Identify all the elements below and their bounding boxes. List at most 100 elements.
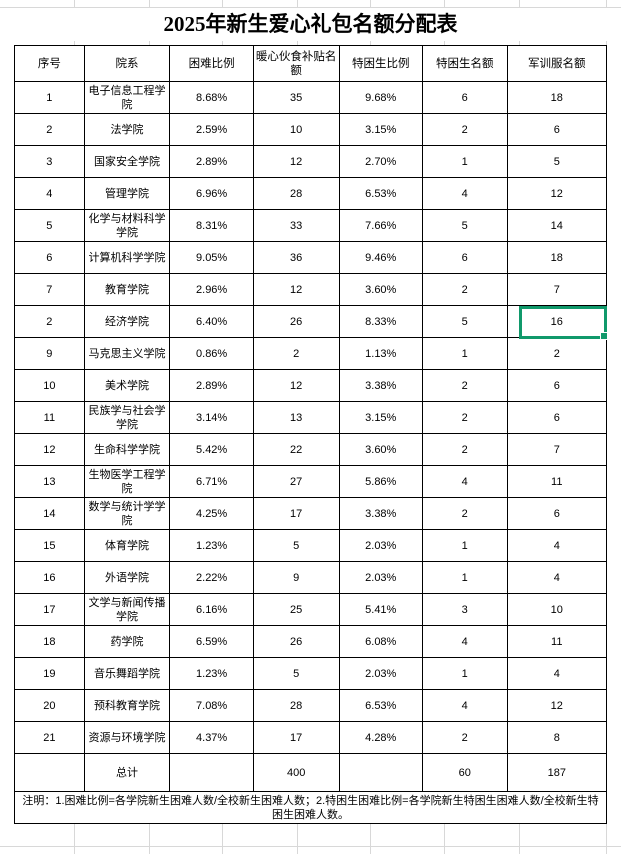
table-row[interactable]: 4 管理学院 6.96% 28 6.53% 4 12 — [14, 177, 608, 210]
table-row[interactable]: 10 美术学院 2.89% 12 3.38% 2 6 — [14, 369, 608, 402]
total-cell-uniform-quota[interactable]: 187 — [506, 753, 608, 792]
cell-department[interactable]: 经济学院 — [83, 305, 171, 338]
cell-hardship-ratio[interactable]: 4.25% — [169, 497, 254, 530]
cell-hardship-ratio[interactable]: 9.05% — [169, 241, 254, 274]
table-footnote[interactable]: 注明：1.困难比例=各学院新生困难人数/全校新生困难人数；2.特困生困难比例=各… — [14, 791, 607, 824]
table-row[interactable]: 15 体育学院 1.23% 5 2.03% 1 4 — [14, 529, 608, 562]
cell-special-ratio[interactable]: 3.38% — [338, 369, 423, 402]
cell-uniform-quota[interactable]: 7 — [506, 433, 608, 466]
cell-hardship-ratio[interactable]: 7.08% — [169, 689, 254, 722]
cell-uniform-quota[interactable]: 16 — [506, 305, 608, 338]
cell-uniform-quota[interactable]: 18 — [506, 241, 608, 274]
cell-special-quota[interactable]: 6 — [421, 81, 508, 114]
cell-department[interactable]: 计算机科学学院 — [83, 241, 171, 274]
cell-index[interactable]: 1 — [14, 81, 85, 114]
table-row[interactable]: 3 国家安全学院 2.89% 12 2.70% 1 5 — [14, 145, 608, 178]
cell-index[interactable]: 7 — [14, 273, 85, 306]
cell-special-ratio[interactable]: 1.13% — [338, 337, 423, 370]
cell-meal-quota[interactable]: 2 — [252, 337, 340, 370]
cell-special-ratio[interactable]: 2.70% — [338, 145, 423, 178]
cell-special-ratio[interactable]: 3.60% — [338, 433, 423, 466]
cell-special-ratio[interactable]: 2.03% — [338, 657, 423, 690]
table-row[interactable]: 18 药学院 6.59% 26 6.08% 4 11 — [14, 625, 608, 658]
cell-special-quota[interactable]: 2 — [421, 113, 508, 146]
cell-special-quota[interactable]: 4 — [421, 625, 508, 658]
note-row[interactable]: 注明：1.困难比例=各学院新生困难人数/全校新生困难人数；2.特困生困难比例=各… — [14, 791, 607, 824]
total-cell-label[interactable]: 总计 — [83, 753, 171, 792]
cell-meal-quota[interactable]: 9 — [252, 561, 340, 594]
cell-hardship-ratio[interactable]: 8.68% — [169, 81, 254, 114]
column-header-meal-quota[interactable]: 暖心伙食补贴名额 — [252, 45, 340, 82]
cell-meal-quota[interactable]: 5 — [252, 529, 340, 562]
cell-meal-quota[interactable]: 25 — [252, 593, 340, 626]
total-cell-special-ratio[interactable] — [338, 753, 423, 792]
cell-special-ratio[interactable]: 3.15% — [338, 401, 423, 434]
cell-department[interactable]: 教育学院 — [83, 273, 171, 306]
cell-meal-quota[interactable]: 28 — [252, 689, 340, 722]
cell-special-ratio[interactable]: 5.41% — [338, 593, 423, 626]
cell-index[interactable]: 20 — [14, 689, 85, 722]
cell-uniform-quota[interactable]: 4 — [506, 529, 608, 562]
cell-hardship-ratio[interactable]: 2.89% — [169, 369, 254, 402]
cell-special-quota[interactable]: 1 — [421, 529, 508, 562]
cell-uniform-quota[interactable]: 14 — [506, 209, 608, 242]
total-cell-special-quota[interactable]: 60 — [421, 753, 508, 792]
cell-special-quota[interactable]: 1 — [421, 561, 508, 594]
cell-meal-quota[interactable]: 12 — [252, 273, 340, 306]
cell-department[interactable]: 法学院 — [83, 113, 171, 146]
cell-special-ratio[interactable]: 4.28% — [338, 721, 423, 754]
cell-meal-quota[interactable]: 10 — [252, 113, 340, 146]
cell-special-quota[interactable]: 4 — [421, 689, 508, 722]
cell-uniform-quota[interactable]: 7 — [506, 273, 608, 306]
cell-department[interactable]: 资源与环境学院 — [83, 721, 171, 754]
cell-uniform-quota[interactable]: 2 — [506, 337, 608, 370]
cell-uniform-quota[interactable]: 12 — [506, 689, 608, 722]
table-row[interactable]: 2 经济学院 6.40% 26 8.33% 5 16 — [14, 305, 608, 338]
cell-meal-quota[interactable]: 26 — [252, 625, 340, 658]
cell-department[interactable]: 电子信息工程学院 — [83, 81, 171, 114]
cell-uniform-quota[interactable]: 12 — [506, 177, 608, 210]
cell-special-ratio[interactable]: 7.66% — [338, 209, 423, 242]
table-row[interactable]: 6 计算机科学学院 9.05% 36 9.46% 6 18 — [14, 241, 608, 274]
cell-special-quota[interactable]: 6 — [421, 241, 508, 274]
table-row[interactable]: 9 马克思主义学院 0.86% 2 1.13% 1 2 — [14, 337, 608, 370]
cell-special-quota[interactable]: 5 — [421, 209, 508, 242]
cell-special-quota[interactable]: 3 — [421, 593, 508, 626]
cell-meal-quota[interactable]: 22 — [252, 433, 340, 466]
cell-meal-quota[interactable]: 17 — [252, 721, 340, 754]
cell-uniform-quota[interactable]: 4 — [506, 657, 608, 690]
cell-hardship-ratio[interactable]: 6.40% — [169, 305, 254, 338]
cell-hardship-ratio[interactable]: 2.59% — [169, 113, 254, 146]
total-cell-meal-quota[interactable]: 400 — [252, 753, 340, 792]
cell-index[interactable]: 2 — [14, 113, 85, 146]
column-header-special-quota[interactable]: 特困生名额 — [421, 45, 508, 82]
cell-special-ratio[interactable]: 2.03% — [338, 529, 423, 562]
cell-department[interactable]: 预科教育学院 — [83, 689, 171, 722]
cell-index[interactable]: 6 — [14, 241, 85, 274]
cell-index[interactable]: 11 — [14, 401, 85, 434]
cell-special-quota[interactable]: 4 — [421, 177, 508, 210]
cell-index[interactable]: 19 — [14, 657, 85, 690]
table-row[interactable]: 17 文学与新闻传播学院 6.16% 25 5.41% 3 10 — [14, 593, 608, 626]
cell-hardship-ratio[interactable]: 2.89% — [169, 145, 254, 178]
table-row[interactable]: 14 数学与统计学学院 4.25% 17 3.38% 2 6 — [14, 497, 608, 530]
column-header-uniform-quota[interactable]: 军训服名额 — [506, 45, 608, 82]
cell-hardship-ratio[interactable]: 2.22% — [169, 561, 254, 594]
column-header-index[interactable]: 序号 — [14, 45, 85, 82]
cell-meal-quota[interactable]: 28 — [252, 177, 340, 210]
cell-special-ratio[interactable]: 6.53% — [338, 177, 423, 210]
cell-index[interactable]: 16 — [14, 561, 85, 594]
cell-uniform-quota[interactable]: 11 — [506, 465, 608, 498]
cell-special-ratio[interactable]: 3.60% — [338, 273, 423, 306]
cell-department[interactable]: 生物医学工程学院 — [83, 465, 171, 498]
column-header-hardship-ratio[interactable]: 困难比例 — [169, 45, 254, 82]
cell-special-quota[interactable]: 2 — [421, 273, 508, 306]
column-header-department[interactable]: 院系 — [83, 45, 171, 82]
column-header-special-ratio[interactable]: 特困生比例 — [338, 45, 423, 82]
cell-index[interactable]: 21 — [14, 721, 85, 754]
cell-special-quota[interactable]: 2 — [421, 401, 508, 434]
cell-special-quota[interactable]: 2 — [421, 497, 508, 530]
table-row[interactable]: 1 电子信息工程学院 8.68% 35 9.68% 6 18 — [14, 81, 608, 114]
cell-special-ratio[interactable]: 3.38% — [338, 497, 423, 530]
